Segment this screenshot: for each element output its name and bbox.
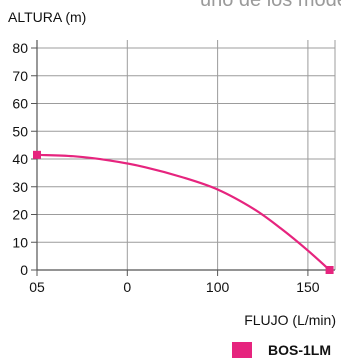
legend-label: BOS-1LM [268,342,331,358]
series-line-0 [36,153,331,271]
x-tick-label-2: 100 [206,279,230,295]
y-axis-label: ALTURA (m) [8,9,86,25]
y-ticks: 0 10 20 30 40 50 60 70 80 [12,40,37,278]
x-tick-label-1: 0 [123,279,131,295]
y-tick-label-3: 30 [12,179,28,195]
header-text-fragment: uno de los modelos. [200,0,341,11]
series-layer [33,150,334,274]
series-start-point [33,150,41,159]
x-tick-label-3: 150 [296,279,320,295]
legend: BOS-1LM [232,342,331,358]
y-tick-label-6: 60 [12,96,28,112]
y-tick-label-5: 50 [12,123,28,139]
legend-swatch [232,342,252,358]
grid [36,40,336,271]
y-tick-label-7: 70 [12,68,28,84]
x-ticks: 05 0 100 150 [29,270,320,295]
y-tick-label-4: 40 [12,151,28,167]
x-tick-label-0: 05 [29,279,45,295]
y-tick-label-1: 10 [12,234,28,250]
y-tick-label-8: 80 [12,40,28,56]
series-end-point [325,266,334,274]
y-tick-label-2: 20 [12,207,28,223]
x-axis-label: FLUJO (L/min) [244,312,336,328]
y-tick-label-0: 0 [20,262,28,278]
